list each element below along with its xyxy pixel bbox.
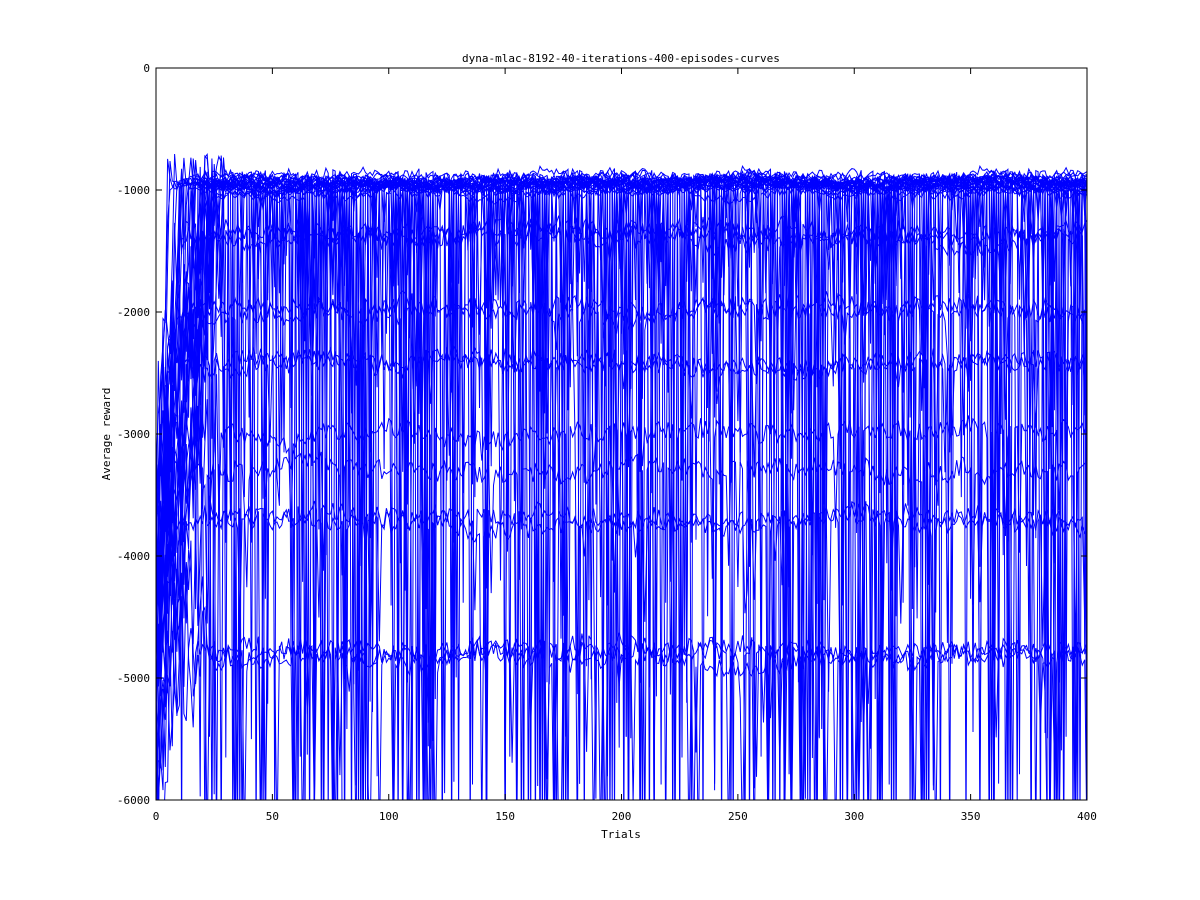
y-tick-label: -2000 (117, 306, 150, 319)
series-line-37 (156, 423, 1087, 800)
series-line-39 (156, 524, 1087, 800)
series-line-31 (156, 290, 1087, 800)
x-tick-label: 400 (1077, 810, 1097, 823)
ticks-group: 0 50 100 150 200 250 300 350 400 0 -1000 -2000 -3000… (117, 62, 1097, 823)
series-line-34 (156, 374, 1087, 800)
y-tick-label: -3000 (117, 428, 150, 441)
y-tick-label: -5000 (117, 672, 150, 685)
series-line-22 (156, 154, 1087, 800)
y-axis-label: Average reward (100, 388, 113, 481)
chart-title: dyna-mlac-8192-40-iterations-400-episode… (462, 52, 780, 65)
y-tick-label: 0 (143, 62, 150, 75)
x-tick-label: 200 (612, 810, 632, 823)
series-line-28 (156, 214, 1087, 800)
series-line-30 (156, 293, 1087, 800)
series-line-40 (156, 428, 1087, 800)
series-line-35 (156, 436, 1087, 800)
x-axis-label: Trials (601, 828, 641, 841)
y-tick-label: -4000 (117, 550, 150, 563)
y-tick-label: -6000 (117, 794, 150, 807)
series-line-36 (156, 483, 1087, 800)
x-tick-label: 300 (844, 810, 864, 823)
series-line-26 (156, 157, 1087, 800)
series-line-33 (156, 308, 1087, 800)
series-group (156, 153, 1087, 800)
series-line-29 (156, 214, 1087, 800)
x-tick-label: 250 (728, 810, 748, 823)
x-tick-label: 0 (153, 810, 160, 823)
y-tick-label: -1000 (117, 184, 150, 197)
x-tick-label: 100 (379, 810, 399, 823)
x-tick-label: 150 (495, 810, 515, 823)
x-tick-label: 50 (266, 810, 279, 823)
x-tick-label: 350 (961, 810, 981, 823)
